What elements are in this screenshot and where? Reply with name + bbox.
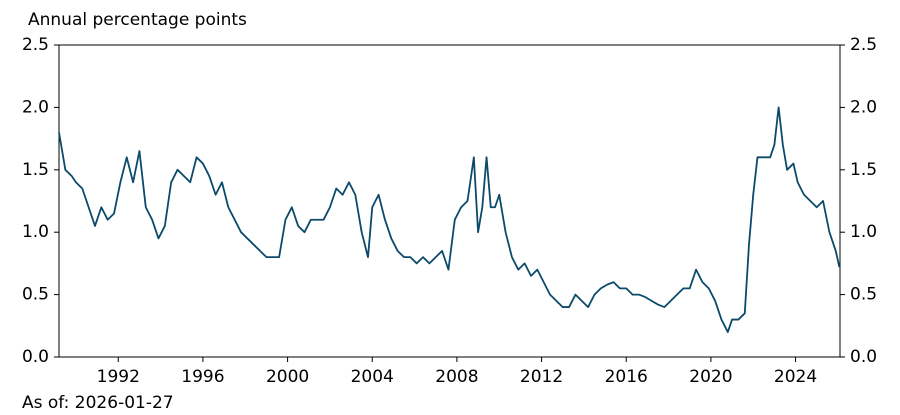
y2-tick-label: 1.5 — [850, 160, 877, 180]
x-tick-label: 2004 — [351, 367, 394, 387]
y-tick-label: 1.5 — [22, 160, 49, 180]
y-axis-label: Annual percentage points — [28, 10, 247, 30]
y-tick-label: 1.0 — [22, 222, 49, 242]
y2-tick-label: 2.0 — [850, 97, 877, 117]
y2-tick-label: 0.5 — [850, 285, 877, 305]
y2-tick-label: 0.0 — [850, 347, 877, 367]
y-tick-label: 2.0 — [22, 97, 49, 117]
x-tick-label: 2012 — [520, 367, 563, 387]
annotation: As of: 2026-01-27 — [22, 393, 174, 413]
x-tick-label: 2016 — [605, 367, 648, 387]
plot-frame — [58, 44, 841, 358]
y-tick-label: 0.0 — [22, 347, 49, 367]
x-tick-label: 1992 — [97, 367, 140, 387]
y-tick-label: 0.5 — [22, 285, 49, 305]
y2-tick-label: 2.5 — [850, 35, 877, 55]
x-tick-label: 2024 — [774, 367, 817, 387]
x-tick-label: 2020 — [689, 367, 732, 387]
y2-tick-label: 1.0 — [850, 222, 877, 242]
x-tick-label: 2008 — [435, 367, 478, 387]
data-line — [58, 106, 841, 333]
y-tick-label: 2.5 — [22, 35, 49, 55]
x-tick-label: 2000 — [266, 367, 309, 387]
x-tick-label: 1996 — [181, 367, 224, 387]
